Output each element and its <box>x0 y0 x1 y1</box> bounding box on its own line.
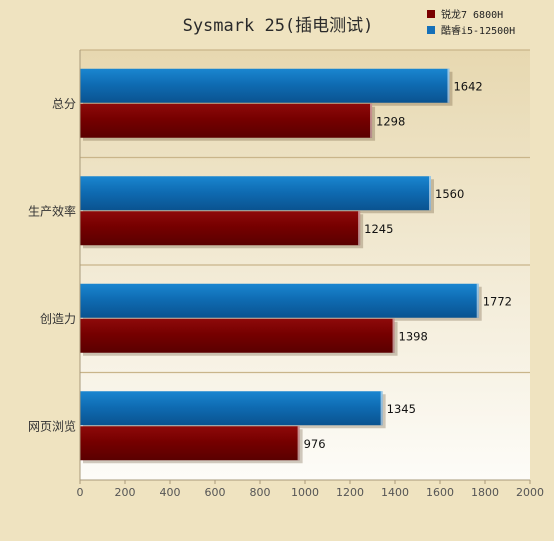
x-tick-label: 1200 <box>336 486 364 499</box>
data-label: 1245 <box>364 222 393 236</box>
legend-entry: 酷睿i5-12500H <box>441 24 515 37</box>
data-label: 1642 <box>453 79 482 93</box>
bar-highlight <box>370 103 373 138</box>
bars <box>80 68 482 464</box>
data-label: 1560 <box>435 187 464 201</box>
category-label: 生产效率 <box>28 203 76 218</box>
data-label: 1772 <box>483 294 512 308</box>
bar <box>80 103 373 138</box>
x-axis-ticks: 0 200 400 600 800 1000 1200 1400 1600 1800 2000 <box>77 480 544 499</box>
data-label: 1298 <box>376 114 405 128</box>
bar <box>80 391 383 426</box>
x-tick-label: 800 <box>250 486 271 499</box>
legend-swatch <box>427 26 435 34</box>
bar-highlight <box>358 211 361 246</box>
bar <box>80 283 479 318</box>
data-label: 976 <box>304 437 326 451</box>
bar <box>80 426 300 461</box>
bar <box>80 211 361 246</box>
bar-highlight <box>380 391 383 426</box>
x-tick-label: 1400 <box>381 486 409 499</box>
legend: 锐龙7 6800H 酷睿i5-12500H <box>427 8 515 37</box>
chart-title: Sysmark 25(插电测试) <box>183 16 374 36</box>
x-tick-label: 600 <box>205 486 226 499</box>
bar <box>80 318 395 353</box>
x-tick-label: 1600 <box>426 486 454 499</box>
category-separators <box>80 49 530 374</box>
data-label: 1398 <box>399 329 428 343</box>
bar <box>80 176 431 211</box>
x-tick-label: 1800 <box>471 486 499 499</box>
x-tick-label: 1000 <box>291 486 319 499</box>
x-tick-label: 200 <box>115 486 136 499</box>
bar-highlight <box>476 283 479 318</box>
x-tick-label: 2000 <box>516 486 544 499</box>
x-tick-label: 400 <box>160 486 181 499</box>
bar-highlight <box>429 176 431 211</box>
legend-swatch <box>427 10 435 18</box>
x-tick-label: 0 <box>77 486 84 499</box>
value-labels: 1642 1298 1560 1245 1772 1398 1345 976 <box>304 79 512 451</box>
category-label: 网页浏览 <box>28 418 76 433</box>
bar-highlight <box>447 68 450 103</box>
bar-highlight <box>392 318 395 353</box>
category-label: 创造力 <box>40 312 76 326</box>
bar <box>80 68 450 103</box>
data-label: 1345 <box>387 402 416 416</box>
bar-highlight <box>297 426 300 461</box>
legend-entry: 锐龙7 6800H <box>441 8 503 21</box>
category-label: 总分 <box>52 97 76 111</box>
